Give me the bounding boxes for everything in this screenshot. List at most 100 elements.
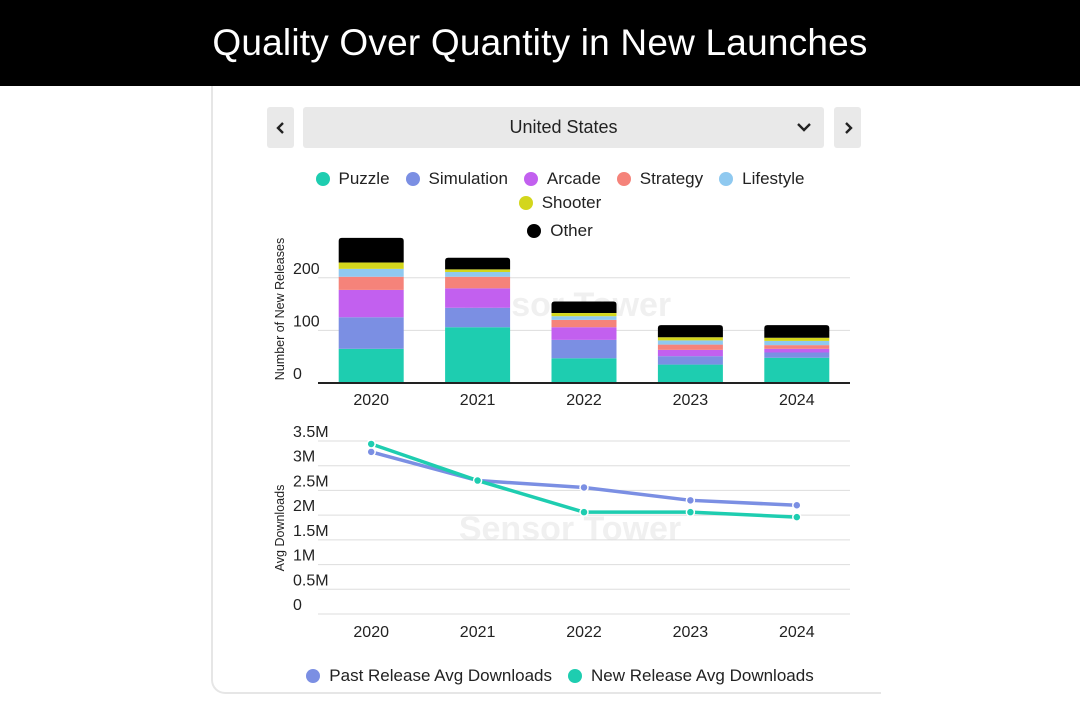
data-point — [366, 447, 376, 457]
page-title: Quality Over Quantity in New Launches — [0, 0, 1080, 86]
line-y-tick-label: 1M — [293, 548, 315, 565]
bar-segment — [338, 262, 404, 269]
line-y-tick-label: 1.5M — [293, 523, 329, 540]
data-point — [472, 475, 483, 486]
bar-segment — [338, 317, 404, 349]
previous-region-button[interactable] — [267, 107, 294, 148]
bar-segment — [764, 352, 830, 358]
legend-item[interactable]: Strategy — [616, 169, 704, 189]
next-region-button[interactable] — [834, 107, 861, 148]
series-line — [370, 450, 797, 508]
bar-segment — [551, 327, 617, 340]
bar-segment — [764, 345, 830, 349]
bar-segment — [657, 325, 723, 338]
bar-segment — [338, 348, 404, 383]
data-point — [366, 439, 376, 449]
region-dropdown-value: United States — [509, 117, 618, 137]
chevron-right-icon — [844, 121, 853, 134]
legend-item[interactable]: Lifestyle — [719, 169, 804, 189]
bar-segment — [764, 337, 830, 341]
legend-marker-icon — [719, 172, 734, 186]
bar-segment — [657, 340, 723, 345]
line-y-tick-label: 3.5M — [293, 424, 329, 441]
legend-label: New Release Avg Downloads — [591, 666, 814, 685]
bar-segment — [338, 268, 404, 277]
legend-marker-icon — [315, 172, 330, 186]
legend-item[interactable]: Puzzle — [315, 169, 390, 189]
bar-segment — [551, 339, 617, 359]
legend-marker-icon — [306, 669, 321, 683]
legend-marker-icon — [405, 172, 420, 186]
bar-segment — [551, 316, 617, 320]
legend-item[interactable]: New Release Avg Downloads — [568, 666, 814, 686]
bar-segment — [445, 307, 511, 328]
legend-marker-icon — [523, 172, 538, 186]
bar-x-tick-label: 2022 — [566, 392, 602, 409]
legend-label: Puzzle — [338, 169, 390, 188]
legend-label: Strategy — [639, 169, 704, 188]
bar-segment — [657, 344, 723, 350]
region-dropdown[interactable]: United States — [303, 107, 824, 148]
legend-item[interactable]: Other — [527, 221, 593, 241]
bar-segment — [338, 289, 404, 318]
bar-segment — [338, 237, 404, 263]
bar-segment — [551, 313, 617, 317]
bar-segment — [445, 288, 511, 308]
legend-item[interactable]: Past Release Avg Downloads — [306, 666, 552, 686]
bar-segment — [764, 348, 830, 353]
bar-x-tick-label: 2021 — [460, 392, 496, 409]
bar-segment — [657, 364, 723, 383]
line-x-tick-label: 2024 — [779, 624, 815, 641]
line-y-tick-label: 0.5M — [293, 572, 329, 589]
bar-segment — [764, 340, 830, 346]
data-point — [685, 507, 696, 517]
legend-label: Lifestyle — [742, 169, 805, 188]
line-x-tick-label: 2021 — [460, 624, 496, 641]
line-chart-legend: Past Release Avg Downloads New Release Av… — [260, 666, 860, 686]
data-point — [792, 500, 802, 511]
bar-segment — [764, 325, 830, 338]
bar-segment — [445, 269, 511, 273]
legend-label: Arcade — [546, 169, 601, 188]
bar-segment — [338, 276, 404, 290]
legend-item[interactable]: Simulation — [405, 169, 508, 189]
chevron-left-icon — [275, 121, 284, 134]
series-line — [370, 442, 797, 519]
legend-marker-icon — [616, 172, 631, 186]
legend-label: Shooter — [541, 193, 602, 212]
bar-segment — [445, 327, 511, 383]
data-point — [579, 482, 589, 493]
chevron-down-icon — [797, 123, 811, 132]
line-chart-watermark: Sensor Tower — [459, 510, 681, 548]
bar-x-tick-label: 2023 — [673, 392, 709, 409]
legend-label: Simulation — [428, 169, 508, 188]
legend-marker-icon — [568, 669, 582, 683]
bar-segment — [551, 358, 617, 383]
bar-x-tick-label: 2020 — [353, 392, 389, 409]
legend-item[interactable]: Shooter — [518, 193, 602, 213]
line-x-tick-label: 2020 — [353, 624, 389, 641]
bar-x-tick-label: 2024 — [779, 392, 815, 409]
bar-segment — [445, 276, 511, 289]
bar-y-axis-title: Number of New Releases — [273, 238, 287, 380]
bar-segment — [657, 337, 723, 341]
line-y-tick-label: 2M — [293, 498, 315, 515]
line-y-tick-label: 0 — [293, 597, 302, 614]
data-point — [579, 507, 589, 517]
data-point — [792, 512, 802, 522]
legend-item[interactable]: Arcade — [523, 169, 601, 189]
bar-segment — [657, 349, 723, 357]
bar-segment — [551, 319, 617, 328]
bar-y-tick-label: 100 — [293, 313, 320, 330]
line-y-tick-label: 2.5M — [293, 473, 329, 490]
bar-y-tick-label: 0 — [293, 366, 302, 383]
legend-marker-icon — [527, 224, 542, 238]
bar-segment — [551, 301, 617, 314]
bar-chart-legend: Puzzle Simulation Arcade Strategy Lifestyle S… — [260, 169, 860, 241]
chart-card — [211, 86, 881, 694]
bar-segment — [657, 356, 723, 365]
legend-marker-icon — [518, 196, 533, 210]
legend-label: Other — [550, 221, 593, 240]
bar-y-tick-label: 200 — [293, 261, 320, 278]
